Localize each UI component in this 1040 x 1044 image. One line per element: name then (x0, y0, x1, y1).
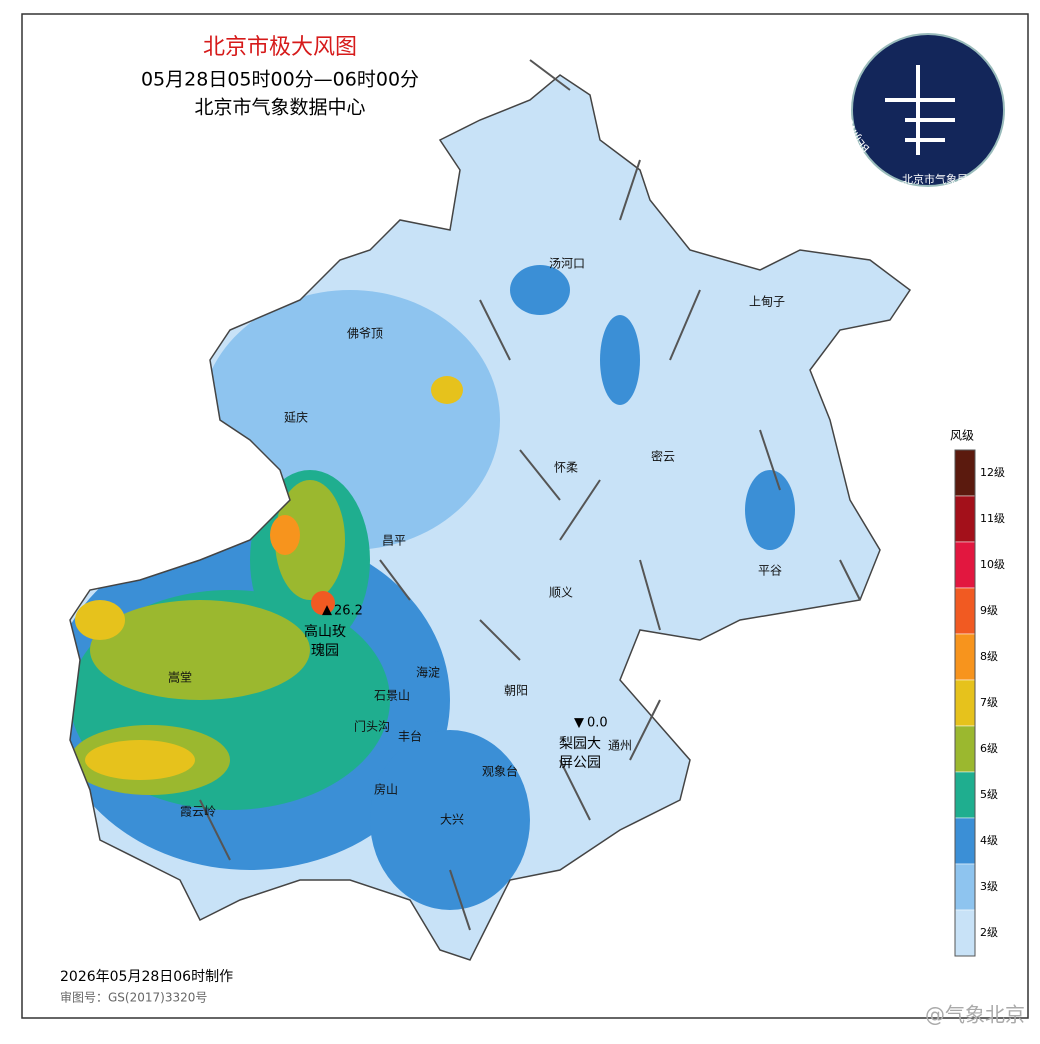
place-label: 汤河口 (549, 257, 585, 271)
place-label: 丰台 (398, 729, 422, 744)
zone (745, 470, 795, 550)
legend-label: 4级 (980, 834, 998, 847)
barb (199, 59, 861, 931)
place-label: 上甸子 (749, 295, 785, 309)
legend-border (954, 449, 976, 957)
zone (431, 376, 463, 404)
place-label: 石景山 (374, 689, 410, 703)
zone (85, 740, 195, 780)
legend-label: 12级 (980, 466, 1005, 479)
legend-swatch (954, 633, 976, 681)
zone (75, 600, 125, 640)
place-label: 平谷 (758, 564, 782, 578)
legend-label: 9级 (980, 604, 998, 617)
legend-title: 风级 (950, 429, 974, 443)
place-label: 昌平 (382, 534, 406, 548)
legend-swatch (954, 725, 976, 773)
legend: 12级 11级 10级 9级 8级 7级 6级 5级 4级 3级 2级 (954, 449, 1005, 957)
legend-swatch (954, 909, 976, 957)
place-label: 门头沟 (354, 719, 390, 734)
legend-label: 3级 (980, 880, 998, 893)
place-label: 朝阳 (504, 684, 528, 698)
legend-swatch (954, 541, 976, 589)
place-label: 密云 (651, 449, 675, 464)
title: 北京市极大风图 (203, 35, 357, 60)
logo-name: 北京市气象局 (902, 172, 968, 186)
zone (270, 515, 300, 555)
place-label: 大兴 (440, 813, 464, 827)
place-label: 顺义 (549, 586, 573, 600)
legend-swatch (954, 679, 976, 727)
min-station: 屏公园 (559, 755, 601, 771)
frame (21, 13, 1029, 1019)
logo: BEIJING METEOROLOGICAL SERVICE 北京市气象局 (840, 24, 1005, 187)
time-range: 05月28日05时00分—06时00分 (141, 69, 419, 91)
logo-disc (851, 33, 1005, 187)
max-value: 26.2 (334, 604, 363, 619)
zone (311, 591, 335, 615)
legend-label: 2级 (980, 926, 998, 939)
max-station: 高山玫 (304, 623, 346, 640)
watermark: @气象北京 (925, 1003, 1025, 1027)
wind-barbs (199, 59, 861, 931)
place-label: 佛爷顶 (347, 327, 383, 341)
legend-label: 6级 (980, 742, 998, 755)
approval: 审图号：GS(2017)3320号 (60, 990, 207, 1005)
min-station: 梨园大 (559, 736, 601, 752)
legend-label: 7级 (980, 696, 998, 709)
legend-swatch (954, 817, 976, 865)
legend-swatch (954, 587, 976, 635)
place-label: 房山 (374, 782, 398, 797)
zone (510, 265, 570, 315)
min-value: 0.0 (587, 716, 608, 731)
place-label: 通州 (608, 739, 632, 753)
source: 北京市气象数据中心 (194, 97, 365, 119)
zone (370, 730, 530, 910)
min-marker: ▼ (574, 716, 584, 731)
legend-swatch (954, 495, 976, 543)
legend-swatch (954, 863, 976, 911)
legend-label: 10级 (980, 558, 1005, 571)
place-label: 霞云岭 (180, 805, 216, 819)
zone (90, 600, 310, 700)
legend-swatch (954, 771, 976, 819)
place-label: 嵩堂 (168, 671, 192, 685)
place-label: 海淀 (416, 665, 440, 680)
max-station: 瑰园 (311, 643, 339, 659)
place-label: 观象台 (482, 764, 518, 779)
made-time: 2026年05月28日06时制作 (60, 969, 233, 985)
zone (275, 480, 345, 600)
logo-mark (885, 65, 955, 155)
place-label: 怀柔 (554, 461, 578, 475)
legend-label: 11级 (980, 512, 1005, 525)
zone (600, 315, 640, 405)
legend-label: 8级 (980, 650, 998, 663)
legend-swatch (954, 449, 976, 497)
max-marker: ▲ (322, 603, 332, 618)
place-label: 延庆 (284, 411, 308, 425)
legend-label: 5级 (980, 788, 998, 801)
